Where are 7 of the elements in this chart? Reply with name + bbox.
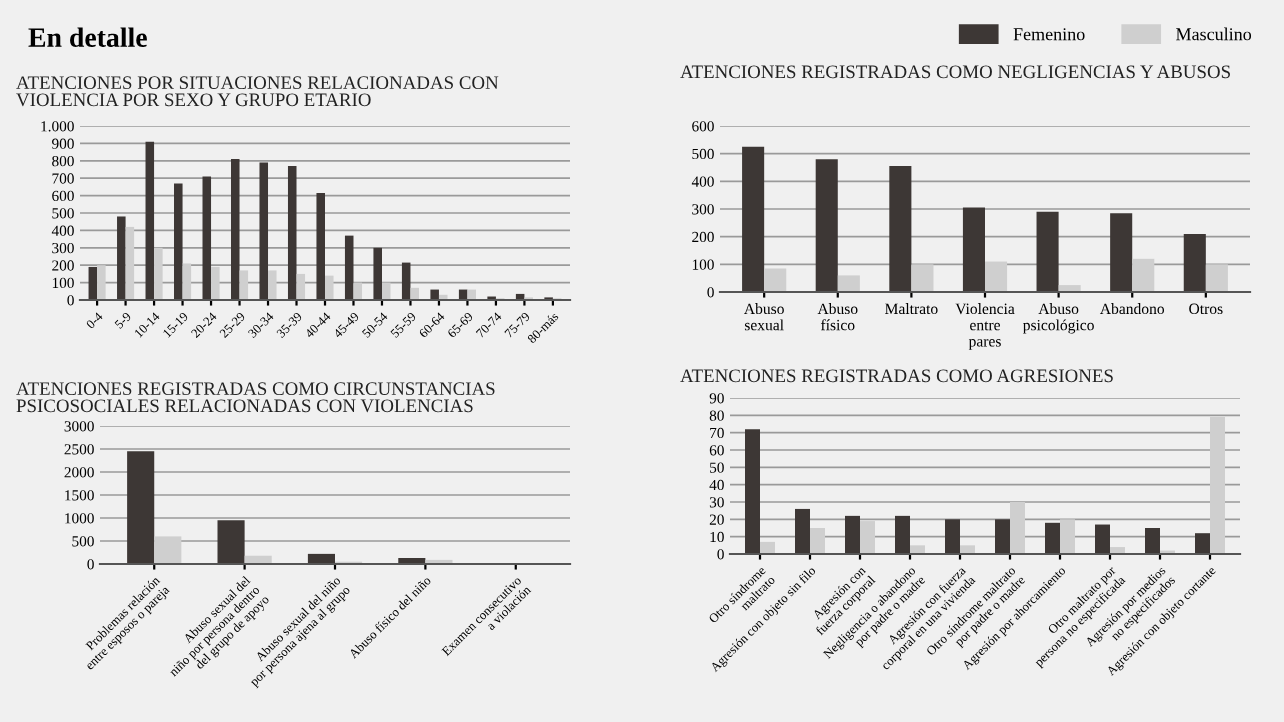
chart-title: ATENCIONES REGISTRADAS COMO NEGLIGENCIAS Y ABUSOS [680,65,1230,79]
legend-label: Masculino [1176,27,1252,41]
chart-title: ATENCIONES REGISTRADAS COMO AGRESIONES [680,369,1113,383]
chart-title: ATENCIONES REGISTRADAS COMO CIRCUNSTANCIAS PSICOSOCIALES RELACIONADAS CON VIOLENCIAS [16,382,495,413]
text: En detalle [28,27,147,47]
legend-label: Femenino [1013,28,1085,41]
chart-title: ATENCIONES POR SITUACIONES RELACIONADAS CON VIOLENCIA POR SEXO Y GRUPO ETARIO [16,76,499,107]
